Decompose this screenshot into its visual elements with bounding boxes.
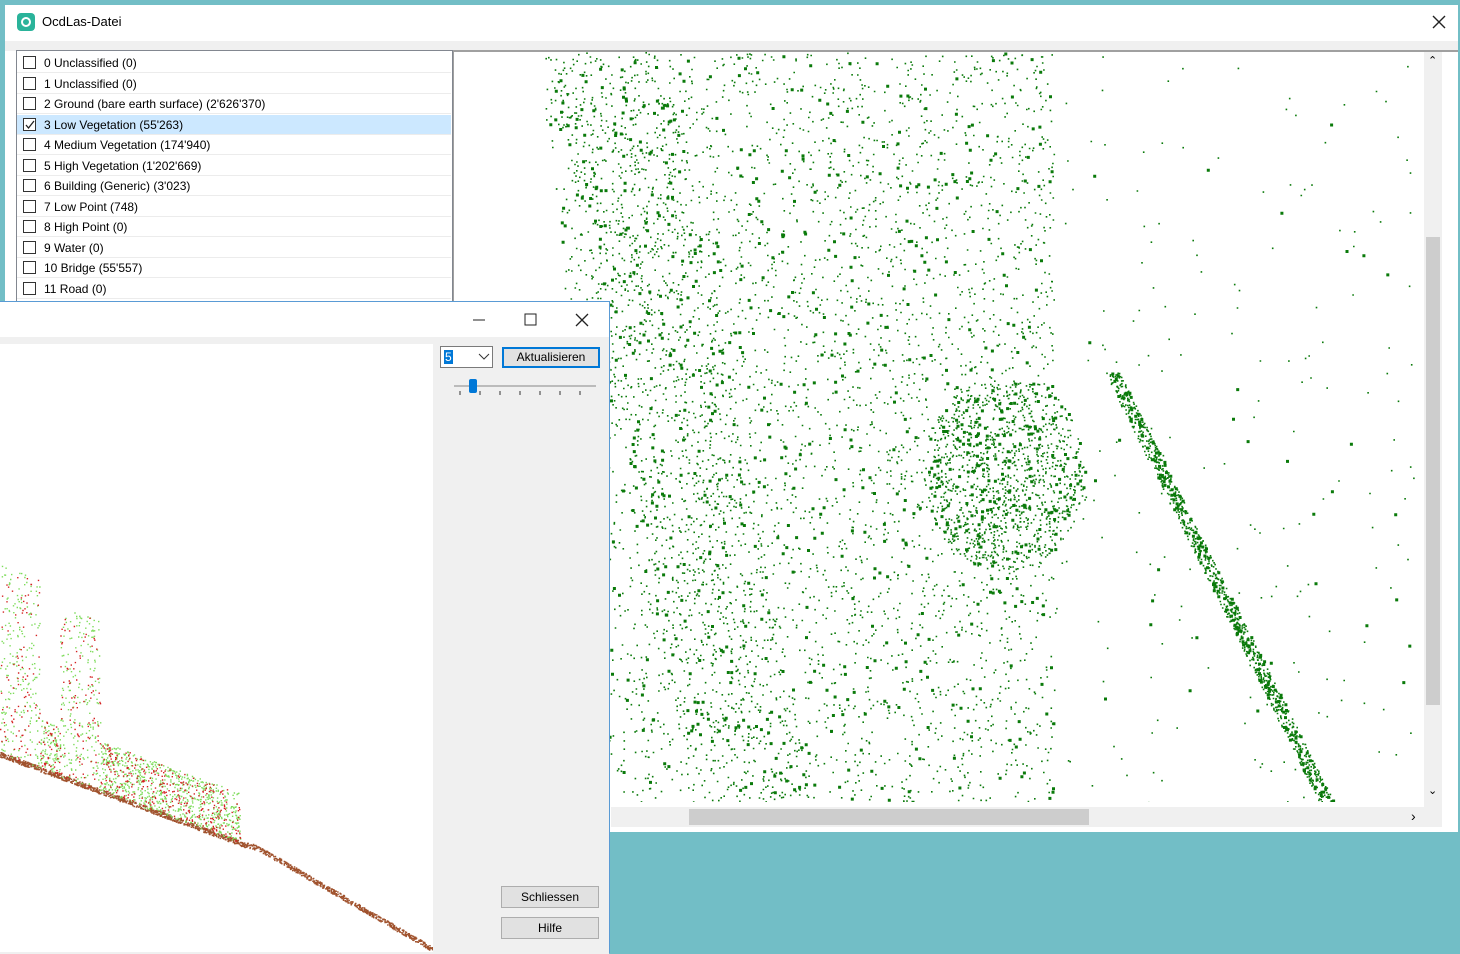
class-label: 2 Ground (bare earth surface) (2'626'370…	[44, 97, 266, 111]
class-label: 9 Water (0)	[44, 240, 104, 255]
checkbox[interactable]	[23, 97, 36, 110]
class-item[interactable]: 2 Ground (bare earth surface) (2'626'370…	[17, 94, 451, 114]
point-cloud-profile	[0, 344, 433, 952]
point-cloud	[545, 52, 1415, 802]
window-controls[interactable]	[470, 312, 595, 328]
v-scrollbar[interactable]: ⌃ ⌄	[1424, 52, 1442, 807]
checkbox[interactable]	[23, 76, 36, 90]
icon-ring	[21, 17, 31, 27]
class-label: 0 Unclassified (0)	[44, 56, 137, 70]
profile-body: 5 Aktualisieren Schliessen Hilfe	[0, 337, 609, 954]
class-item[interactable]: 5 High Vegetation (1'202'669)	[17, 156, 451, 176]
class-item[interactable]: 0 Unclassified (0)	[17, 53, 451, 73]
checkbox[interactable]	[23, 240, 36, 254]
class-item[interactable]: 1 Unclassified (0)	[17, 74, 451, 94]
checkbox[interactable]	[23, 138, 36, 151]
ground-points	[0, 752, 433, 951]
slider[interactable]	[452, 377, 600, 399]
app-icon	[17, 13, 35, 31]
class-label: 10 Bridge (55'557)	[44, 261, 143, 275]
checkbox[interactable]	[23, 56, 36, 69]
class-label: 6 Building (Generic) (3'023)	[44, 179, 191, 193]
checkbox[interactable]	[23, 281, 36, 295]
class-label: 5 High Vegetation (1'202'669)	[44, 158, 202, 173]
checkbox[interactable]	[23, 179, 36, 192]
map-view: ⌃ ⌄ ›	[453, 50, 1458, 832]
checkbox[interactable]	[23, 220, 36, 233]
v-scroll-thumb[interactable]	[1426, 237, 1440, 705]
window-title: OcdLas-Datei	[42, 14, 122, 29]
help-button[interactable]: Hilfe	[501, 917, 599, 939]
checkbox[interactable]	[23, 199, 36, 213]
close-button[interactable]: Schliessen	[501, 886, 599, 908]
class-label: 11 Road (0)	[44, 281, 107, 296]
profile-window: 5 Aktualisieren Schliessen Hilfe	[0, 301, 610, 954]
dropdown-value: 5	[444, 350, 453, 364]
class-label: 1 Unclassified (0)	[44, 76, 137, 91]
class-item[interactable]: 10 Bridge (55'557)	[17, 258, 451, 278]
toolbar-band	[5, 41, 1458, 51]
class-item[interactable]: 7 Low Point (748)	[17, 197, 451, 217]
scroll-right[interactable]: ›	[1411, 808, 1416, 824]
h-scrollbar[interactable]: ›	[611, 807, 1442, 827]
dropdown-arrow	[478, 353, 490, 360]
class-label: 3 Low Vegetation (55'263)	[44, 117, 184, 132]
vegetation-points	[0, 565, 242, 841]
close-button[interactable]	[1431, 14, 1447, 30]
class-label: 7 Low Point (748)	[44, 199, 139, 214]
checkbox[interactable]	[23, 117, 36, 131]
class-list: 0 Unclassified (0) 1 Unclassified (0) 2 Gr…	[16, 50, 453, 310]
refresh-button[interactable]: Aktualisieren	[502, 347, 600, 368]
class-item[interactable]: 9 Water (0)	[17, 238, 451, 258]
class-item[interactable]: 3 Low Vegetation (55'263)	[17, 114, 451, 135]
class-label: 4 Medium Vegetation (174'940)	[44, 138, 211, 152]
class-item[interactable]: 4 Medium Vegetation (174'940)	[17, 135, 451, 155]
dropdown[interactable]: 5	[440, 346, 493, 368]
class-item[interactable]: 6 Building (Generic) (3'023)	[17, 176, 451, 196]
checkbox[interactable]	[23, 158, 36, 172]
class-label: 8 High Point (0)	[44, 220, 128, 234]
class-item[interactable]: 8 High Point (0)	[17, 217, 451, 237]
h-scroll-thumb[interactable]	[689, 809, 1089, 825]
scroll-up[interactable]: ⌃	[1428, 55, 1438, 67]
class-item[interactable]: 11 Road (0)	[17, 279, 451, 299]
scroll-down[interactable]: ⌄	[1428, 785, 1438, 797]
checkbox[interactable]	[23, 261, 36, 274]
